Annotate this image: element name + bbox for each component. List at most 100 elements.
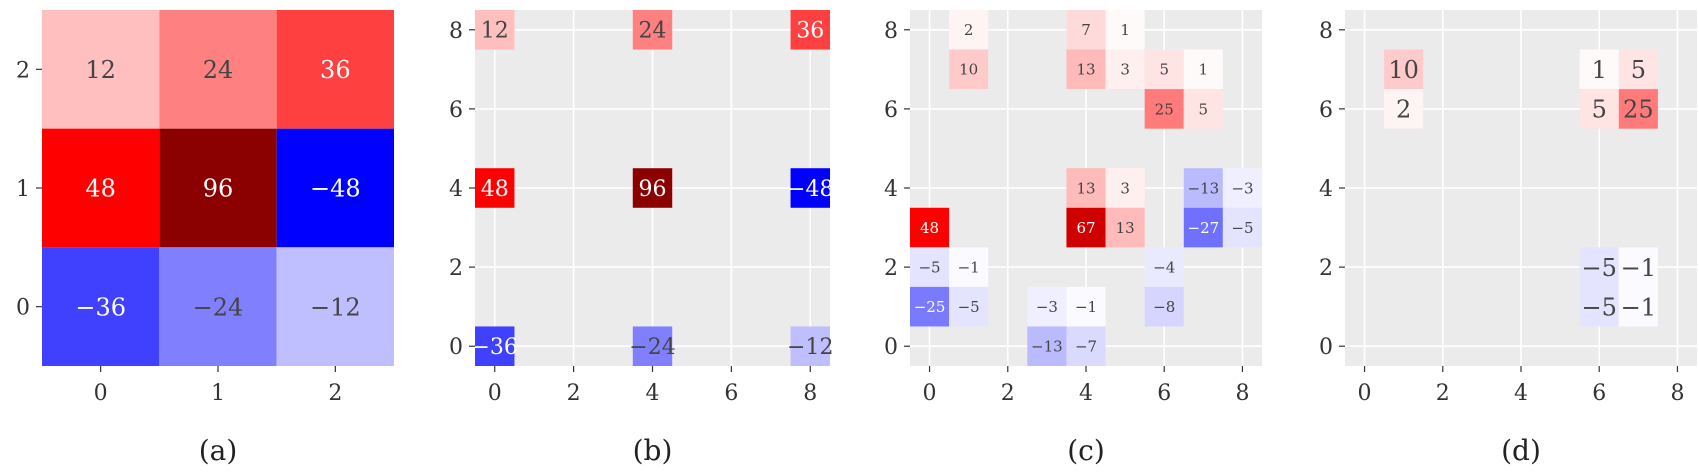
- cell-value-label: −27: [1188, 219, 1220, 237]
- cell-value-label: −8: [1153, 298, 1175, 316]
- cell-value-label: −1: [1621, 293, 1656, 321]
- heatmap-cell: [1183, 207, 1223, 248]
- y-tick-label: 2: [1319, 256, 1333, 281]
- cell-value-label: 25: [1623, 96, 1654, 124]
- x-tick-label: 8: [803, 381, 817, 406]
- cell-value-label: −36: [472, 335, 518, 360]
- heatmap-cell: [632, 168, 673, 208]
- cell-value-label: 12: [85, 56, 116, 84]
- heatmap-cell: [475, 326, 515, 366]
- x-tick-label: 4: [1079, 381, 1093, 406]
- cell-value-label: −48: [787, 177, 833, 202]
- heatmap-cell: [1066, 168, 1106, 208]
- cell-value-label: 1: [1199, 61, 1209, 79]
- heatmap-cell: [1066, 286, 1106, 327]
- heatmap-cell: [1105, 49, 1145, 90]
- y-tick-label: 6: [1319, 98, 1333, 123]
- y-axis: 0 1 2: [16, 58, 42, 321]
- y-tick-label: 2: [449, 256, 463, 281]
- heatmap-cell: [276, 10, 394, 129]
- cell-value-label: 48: [481, 177, 509, 202]
- cell-value-label: −5: [1582, 293, 1617, 321]
- x-tick-label: 2: [1001, 381, 1015, 406]
- heatmap-cell: [1027, 286, 1067, 327]
- cell-value-label: 13: [1076, 179, 1095, 197]
- x-tick-label: 0: [488, 381, 502, 406]
- cell-value-label: −1: [958, 259, 980, 277]
- heatmap-cell: [42, 10, 160, 129]
- cell-value-label: −3: [1231, 179, 1253, 197]
- cell-value-label: −48: [310, 175, 361, 203]
- heatmap-cell: [949, 10, 989, 50]
- cell-value-label: 1: [1120, 21, 1130, 39]
- heatmap-cell: [790, 168, 830, 208]
- cell-value-label: −13: [1031, 338, 1063, 356]
- heatmap-cell: [1144, 49, 1184, 90]
- heatmap-cell: [276, 128, 394, 248]
- y-tick-label: 0: [884, 335, 898, 360]
- heatmap-cell: [475, 10, 515, 50]
- heatmap-cell: [42, 128, 160, 248]
- y-tick-label: 1: [16, 177, 30, 202]
- x-tick-label: 6: [724, 381, 738, 406]
- cell-value-label: 5: [1592, 96, 1607, 124]
- heatmap-cell: [790, 10, 830, 50]
- y-tick-label: 6: [884, 98, 898, 123]
- cell-value-label: −24: [193, 293, 244, 321]
- cell-value-label: 10: [959, 61, 978, 79]
- cell-value-label: −1: [1075, 298, 1097, 316]
- cell-value-label: −7: [1075, 338, 1097, 356]
- x-axis: 0 1 2: [94, 366, 342, 406]
- cell-value-label: 2: [964, 21, 974, 39]
- cell-value-label: −5: [1231, 219, 1253, 237]
- cell-value-label: 7: [1081, 21, 1091, 39]
- cells: 12 24 36 48 96 −48 −36 −24 −12: [472, 10, 833, 366]
- panel-caption: (c): [1067, 434, 1105, 467]
- heatmap-cell: [949, 49, 989, 90]
- heatmap-cell: [790, 326, 830, 366]
- cell-value-label: −24: [629, 335, 675, 360]
- heatmap-cell: [949, 247, 989, 287]
- cell-value-label: −36: [75, 293, 126, 321]
- x-tick-label: 8: [1670, 381, 1684, 406]
- cell-value-label: −12: [787, 335, 833, 360]
- cell-value-label: −13: [1188, 179, 1220, 197]
- heatmap-cell: [1144, 286, 1184, 327]
- heatmap-cell: [1384, 49, 1424, 90]
- heatmap-cell: [1384, 89, 1424, 129]
- heatmap-cell: [1144, 89, 1184, 129]
- heatmap-cell: [1144, 247, 1184, 287]
- heatmap-cell: [1027, 326, 1067, 366]
- heatmap-cell: [910, 286, 950, 327]
- x-axis: 0 2 4 6 8: [923, 366, 1249, 406]
- cell-value-label: −1: [1621, 254, 1656, 282]
- heatmap-cell: [1618, 286, 1658, 327]
- heatmap-cell: [159, 247, 277, 366]
- cell-value-label: 25: [1155, 100, 1174, 118]
- cell-value-label: 10: [1388, 56, 1419, 84]
- y-tick-label: 4: [449, 177, 463, 202]
- cell-value-label: 36: [796, 19, 824, 44]
- heatmap-cell: [1579, 89, 1619, 129]
- cell-value-label: −5: [918, 259, 940, 277]
- cell-value-label: −5: [1582, 254, 1617, 282]
- cell-value-label: −12: [310, 293, 361, 321]
- x-tick-label: 0: [923, 381, 937, 406]
- heatmap-cell: [1183, 89, 1223, 129]
- cell-value-label: 67: [1076, 219, 1095, 237]
- heatmap-cell: [1066, 326, 1106, 366]
- cell-value-label: 48: [920, 219, 939, 237]
- cell-value-label: 1: [1592, 56, 1607, 84]
- y-tick-label: 8: [884, 19, 898, 44]
- x-tick-label: 6: [1157, 381, 1171, 406]
- heatmap-cell: [1183, 168, 1223, 208]
- cells: 2 7 1 10 13 3 5 1 25 5 13 3 −13 −3 48 67 13 −27 −5 −5 −1 −4 −2…: [910, 10, 1262, 366]
- y-tick-label: 6: [449, 98, 463, 123]
- y-tick-label: 2: [884, 256, 898, 281]
- heatmap-cell: [910, 247, 950, 287]
- heatmap-cell: [1066, 49, 1106, 90]
- cell-value-label: 13: [1076, 61, 1095, 79]
- x-tick-label: 2: [328, 381, 342, 406]
